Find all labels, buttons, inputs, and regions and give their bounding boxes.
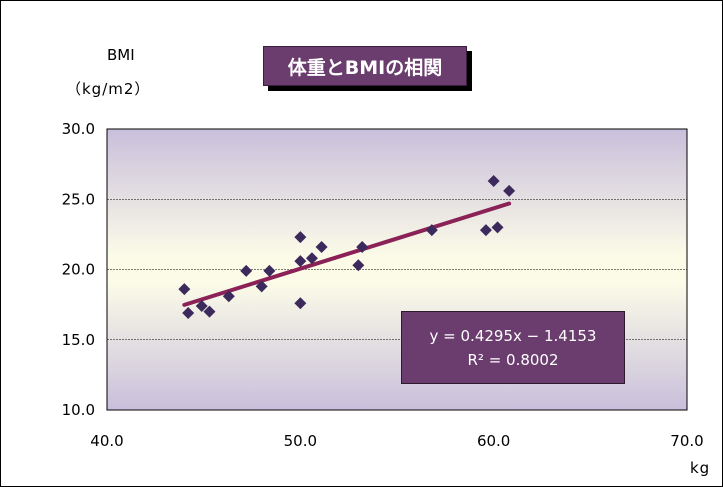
x-tick-label: 50.0 [284,432,317,450]
y-tick-labels: 10.0 15.0 20.0 25.0 30.0 [62,120,95,419]
data-point [255,280,268,293]
regression-equation: y = 0.4295x − 1.4153 [429,326,597,345]
data-point [503,184,516,197]
regression-label-box: y = 0.4295x − 1.4153 R² = 0.8002 [401,311,625,384]
x-tick-labels: 40.0 50.0 60.0 70.0 [90,432,703,450]
data-point [240,264,253,277]
data-point [195,300,208,313]
data-point [263,264,276,277]
r-squared: R² = 0.8002 [467,350,559,369]
y-tick-label: 10.0 [62,401,95,419]
y-axis-unit: （kg/m2） [66,80,151,98]
x-axis-unit: kg [690,459,711,477]
x-tick-label: 70.0 [670,432,703,450]
data-point [294,297,307,310]
data-point [315,241,328,254]
data-point [356,241,369,254]
data-points [178,174,516,320]
y-axis-label: BMI [107,46,135,64]
x-tick-label: 60.0 [477,432,510,450]
data-point [178,283,191,296]
data-point [352,259,365,272]
trendline [182,201,512,307]
data-point [294,255,307,268]
y-tick-label: 15.0 [62,331,95,349]
data-point [222,290,235,303]
y-tick-label: 25.0 [62,190,95,208]
data-point [479,224,492,237]
data-point [305,252,318,265]
x-tick-label: 40.0 [90,432,123,450]
data-point [182,307,195,320]
data-point [425,224,438,237]
data-point [294,231,307,244]
y-tick-label: 30.0 [62,120,95,138]
data-point [487,174,500,187]
data-point [203,305,216,318]
chart-title: 体重とBMIの相関 [263,46,467,86]
data-point [491,221,504,234]
y-tick-label: 20.0 [62,261,95,279]
